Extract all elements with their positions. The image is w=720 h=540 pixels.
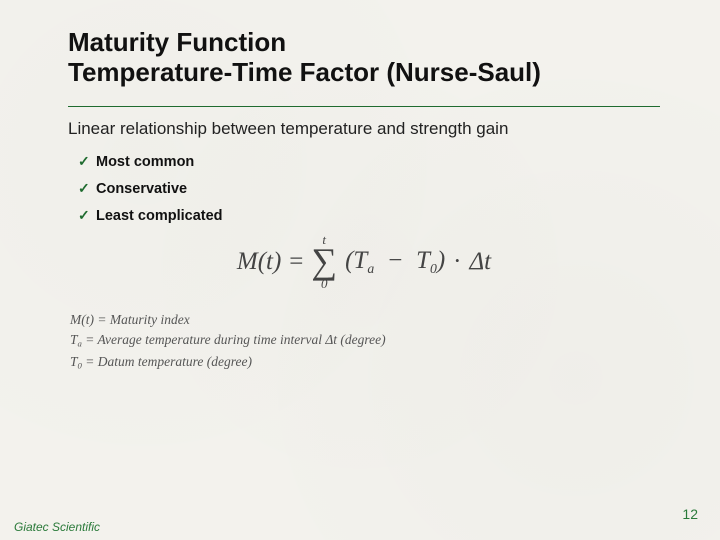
legend-text: Average temperature during time interval… bbox=[98, 332, 386, 347]
title-rule bbox=[68, 106, 660, 107]
list-item: ✓ Most common bbox=[78, 153, 660, 170]
list-item: ✓ Conservative bbox=[78, 180, 660, 197]
dot-operator: · bbox=[453, 249, 461, 274]
sum-lower: 0 bbox=[321, 278, 328, 290]
term-t0: T bbox=[416, 247, 430, 274]
list-item-label: Least complicated bbox=[96, 208, 223, 224]
page-number: 12 bbox=[682, 506, 698, 522]
legend-symbol: T0 bbox=[70, 354, 82, 369]
title-line-2: Temperature-Time Factor (Nurse-Saul) bbox=[68, 57, 541, 87]
subtitle: Linear relationship between temperature … bbox=[68, 119, 660, 139]
main-formula: M(t) = t ∑ 0 (Ta − T0) · Δt bbox=[68, 234, 660, 290]
legend-row: Ta = Average temperature during time int… bbox=[70, 330, 660, 351]
legend-row: M(t) = Maturity index bbox=[70, 310, 660, 331]
title-line-1: Maturity Function bbox=[68, 27, 286, 57]
check-icon: ✓ bbox=[78, 180, 96, 197]
formula-lhs: M(t) bbox=[237, 249, 281, 274]
legend-text: Maturity index bbox=[110, 312, 190, 327]
slide-title: Maturity Function Temperature-Time Facto… bbox=[68, 28, 660, 88]
legend-text: Datum temperature (degree) bbox=[98, 354, 252, 369]
check-icon: ✓ bbox=[78, 153, 96, 170]
formula-parens: (Ta − T0) bbox=[345, 248, 445, 276]
footer-org: Giatec Scientific bbox=[14, 521, 100, 534]
sigma-icon: t ∑ 0 bbox=[311, 234, 337, 290]
list-item: ✓ Least complicated bbox=[78, 207, 660, 224]
formula-expression: M(t) = t ∑ 0 (Ta − T0) · Δt bbox=[237, 234, 491, 290]
legend-symbol: M(t) bbox=[70, 312, 94, 327]
term-t0-sub: 0 bbox=[430, 261, 437, 276]
slide: Maturity Function Temperature-Time Facto… bbox=[0, 0, 720, 540]
legend-row: T0 = Datum temperature (degree) bbox=[70, 352, 660, 373]
sigma-symbol: ∑ bbox=[311, 245, 337, 277]
delta-t: Δt bbox=[470, 249, 492, 274]
formula-legend: M(t) = Maturity index Ta = Average tempe… bbox=[70, 310, 660, 373]
list-item-label: Conservative bbox=[96, 181, 187, 197]
list-item-label: Most common bbox=[96, 154, 194, 170]
check-icon: ✓ bbox=[78, 207, 96, 224]
term-ta: T bbox=[353, 247, 367, 274]
checklist: ✓ Most common ✓ Conservative ✓ Least com… bbox=[78, 153, 660, 224]
equals-sign: = bbox=[289, 249, 303, 274]
legend-symbol: Ta bbox=[70, 332, 82, 347]
term-ta-sub: a bbox=[367, 261, 374, 276]
